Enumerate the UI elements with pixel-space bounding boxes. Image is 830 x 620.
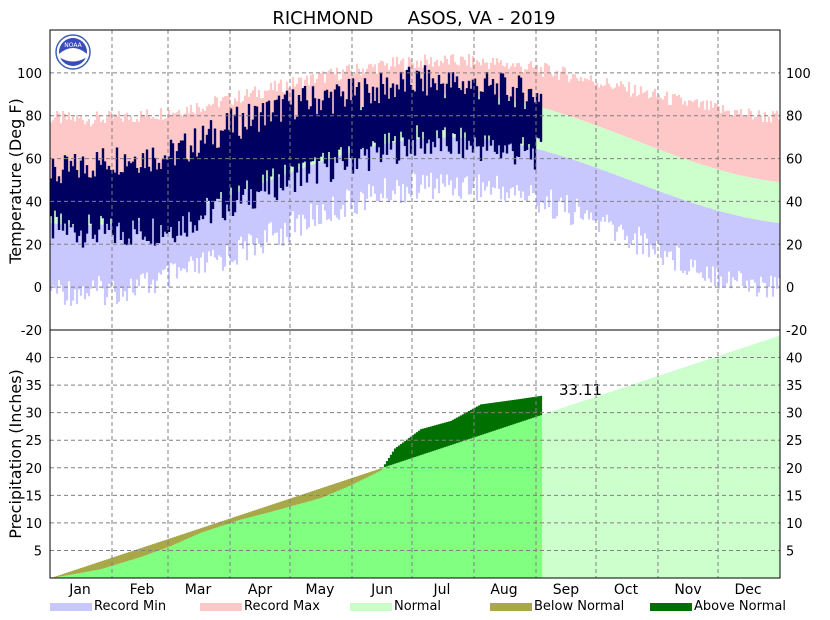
precip-tick-label-left: 40: [25, 352, 42, 367]
precip-tick-label-right: 40: [786, 352, 803, 367]
month-tick-label: May: [306, 582, 335, 598]
precip-tick-label-right: 15: [786, 489, 803, 504]
month-tick-label: Apr: [248, 582, 272, 598]
temp-tick-label-left: 40: [25, 195, 42, 210]
temp-tick-label-right: 80: [786, 110, 803, 125]
precip-tick-label-right: 35: [786, 379, 803, 394]
legend-swatch: [490, 603, 532, 611]
month-tick-label: Jan: [68, 582, 91, 598]
month-tick-label: Feb: [130, 582, 155, 598]
precip-frame: [49, 329, 781, 579]
legend-label: Below Normal: [534, 599, 624, 614]
precip-tick-label-left: 30: [25, 407, 42, 422]
precip-tick-label-right: 30: [786, 407, 803, 422]
noaa-logo-text: NOAA: [64, 42, 82, 49]
month-tick-label: Oct: [614, 582, 639, 598]
temp-tick-label-right: 40: [786, 195, 803, 210]
legend-swatch: [50, 603, 92, 611]
temp-tick-label-left: -20: [21, 324, 42, 339]
temperature-axis-label: Temperature (Deg F): [6, 98, 25, 265]
precip-tick-label-left: 5: [34, 544, 42, 559]
legend-swatch: [650, 603, 692, 611]
month-tick-label: Jul: [433, 582, 451, 598]
precip-tick-label-left: 20: [25, 462, 42, 477]
month-tick-label: Sep: [553, 582, 580, 598]
month-tick-label: Mar: [185, 582, 212, 598]
precip-tick-label-left: 35: [25, 379, 42, 394]
legend-label: Normal: [394, 599, 441, 614]
temp-tick-label-left: 20: [25, 238, 42, 253]
temp-tick-label-right: -20: [786, 324, 807, 339]
normal-precip-future: [542, 335, 780, 578]
precip-tick-label-left: 15: [25, 489, 42, 504]
temp-tick-label-left: 80: [25, 110, 42, 125]
legend-label: Record Max: [244, 599, 320, 614]
precip-tick-label-right: 10: [786, 517, 803, 532]
month-tick-label: Aug: [490, 582, 517, 598]
legend-label: Above Normal: [694, 599, 786, 614]
legend: Record Min Record Max Normal Below Normal Ab…: [50, 599, 786, 614]
temp-tick-label-left: 0: [34, 281, 42, 296]
legend-swatch: [200, 603, 242, 611]
precip-tick-label-right: 25: [786, 434, 803, 449]
legend-label: Record Min: [94, 599, 166, 614]
temperature-panel: [49, 54, 781, 306]
noaa-logo: NOAA: [55, 34, 91, 70]
month-tick-label: Nov: [674, 582, 701, 598]
precipitation-axis-label: Precipitation (Inches): [6, 369, 25, 539]
temp-tick-label-right: 100: [786, 67, 811, 82]
temp-tick-label-left: 60: [25, 153, 42, 168]
precipitation-panel: 33.11: [51, 335, 780, 578]
precip-tick-label-left: 10: [25, 517, 42, 532]
temp-tick-label-left: 100: [17, 67, 42, 82]
precip-tick-label-right: 5: [786, 544, 794, 559]
month-tick-label: Dec: [734, 582, 761, 598]
precip-tick-label-right: 20: [786, 462, 803, 477]
precip-tick-label-left: 25: [25, 434, 42, 449]
temp-tick-label-right: 60: [786, 153, 803, 168]
chart-title: RICHMOND ASOS, VA - 2019: [272, 8, 555, 29]
temp-tick-label-right: 0: [786, 281, 794, 296]
legend-swatch: [350, 603, 392, 611]
month-tick-label: Jun: [370, 582, 393, 598]
temp-tick-label-right: 20: [786, 238, 803, 253]
